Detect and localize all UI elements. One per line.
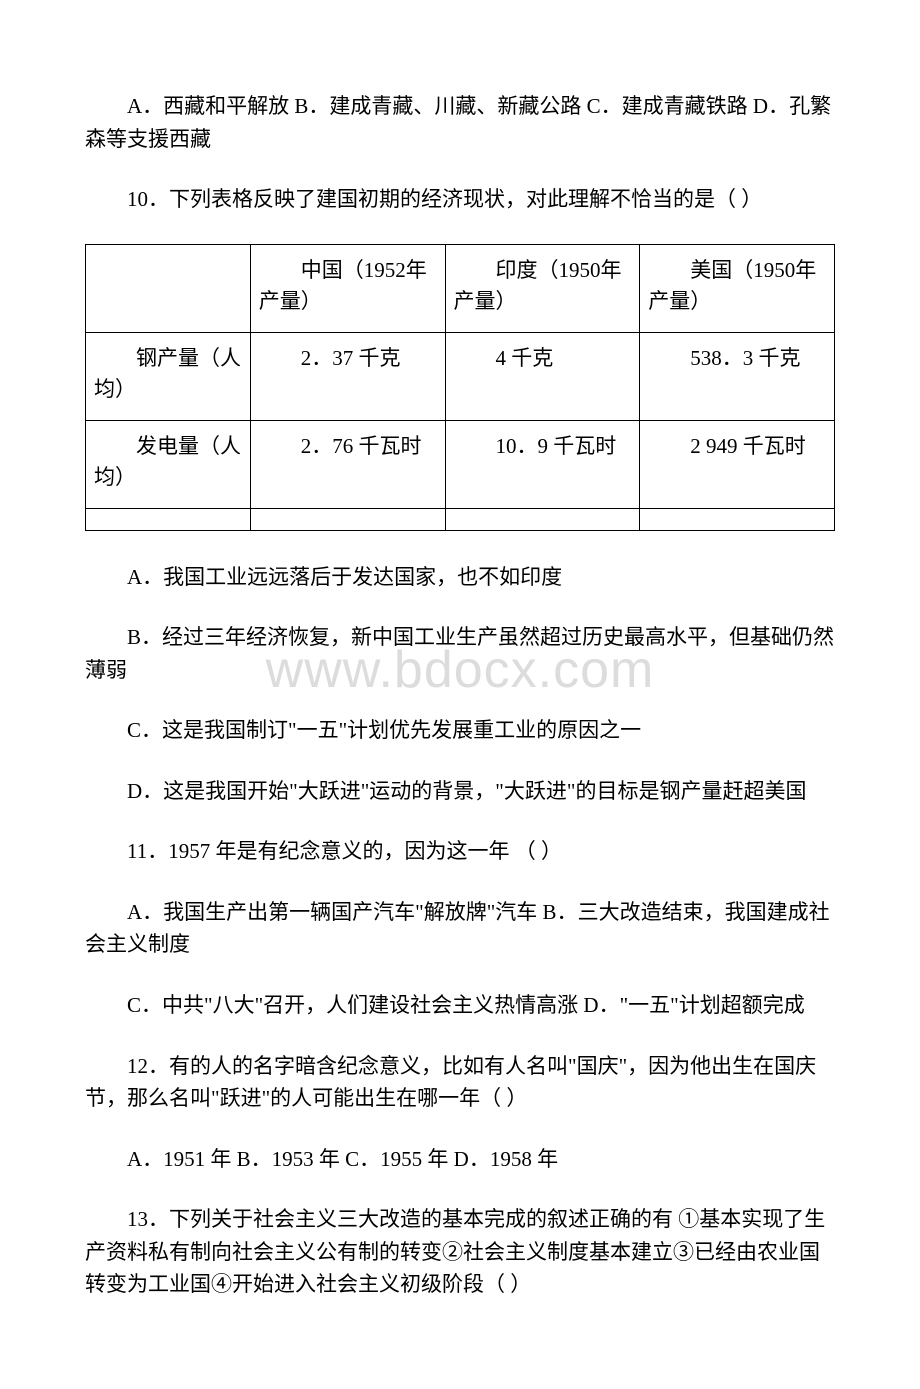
q10-option-b: B．经过三年经济恢复，新中国工业生产虽然超过历史最高水平，但基础仍然薄弱 <box>85 621 835 686</box>
table-cell-steel-label: 钢产量（人均） <box>86 332 251 420</box>
table-cell-power-china: 2．76 千瓦时 <box>250 420 445 508</box>
q12-stem: 12．有的人的名字暗含纪念意义，比如有人名叫"国庆"，因为他出生在国庆节，那么名… <box>85 1050 835 1115</box>
q10-option-c: C．这是我国制订"一五"计划优先发展重工业的原因之一 <box>85 714 835 747</box>
table-header-china: 中国（1952年产量） <box>250 244 445 332</box>
q13-stem: 13．下列关于社会主义三大改造的基本完成的叙述正确的有 ①基本实现了生产资料私有… <box>85 1203 835 1301</box>
q11-stem: 11．1957 年是有纪念意义的，因为这一年 （ ） <box>85 835 835 868</box>
table-header-blank <box>86 244 251 332</box>
table-header-india: 印度（1950年产量） <box>445 244 640 332</box>
table-header-usa: 美国（1950年产量） <box>640 244 835 332</box>
table-empty-row <box>86 508 835 530</box>
table-cell-power-india: 10．9 千瓦时 <box>445 420 640 508</box>
table-cell-power-label: 发电量（人均） <box>86 420 251 508</box>
q10-option-a: A．我国工业远远落后于发达国家，也不如印度 <box>85 561 835 594</box>
q12-options: A．1951 年 B．1953 年 C．1955 年 D．1958 年 <box>85 1143 835 1176</box>
q11-options-ab: A．我国生产出第一辆国产汽车"解放牌"汽车 B．三大改造结束，我国建成社会主义制… <box>85 896 835 961</box>
q10-stem: 10．下列表格反映了建国初期的经济现状，对此理解不恰当的是（ ） <box>85 183 835 216</box>
table-cell-steel-india: 4 千克 <box>445 332 640 420</box>
document-content: A．西藏和平解放 B．建成青藏、川藏、新藏公路 C．建成青藏铁路 D．孔繁森等支… <box>85 90 835 1301</box>
table-cell-steel-usa: 538．3 千克 <box>640 332 835 420</box>
table-row: 发电量（人均） 2．76 千瓦时 10．9 千瓦时 2 949 千瓦时 <box>86 420 835 508</box>
table-header-row: 中国（1952年产量） 印度（1950年产量） 美国（1950年产量） <box>86 244 835 332</box>
q9-options: A．西藏和平解放 B．建成青藏、川藏、新藏公路 C．建成青藏铁路 D．孔繁森等支… <box>85 90 835 155</box>
q10-option-d: D．这是我国开始"大跃进"运动的背景，"大跃进"的目标是钢产量赶超美国 <box>85 775 835 808</box>
table-cell-power-usa: 2 949 千瓦时 <box>640 420 835 508</box>
q11-options-cd: C．中共"八大"召开，人们建设社会主义热情高涨 D．"一五"计划超额完成 <box>85 989 835 1022</box>
economic-data-table: 中国（1952年产量） 印度（1950年产量） 美国（1950年产量） 钢产量（… <box>85 244 835 531</box>
table-row: 钢产量（人均） 2．37 千克 4 千克 538．3 千克 <box>86 332 835 420</box>
table-cell-steel-china: 2．37 千克 <box>250 332 445 420</box>
